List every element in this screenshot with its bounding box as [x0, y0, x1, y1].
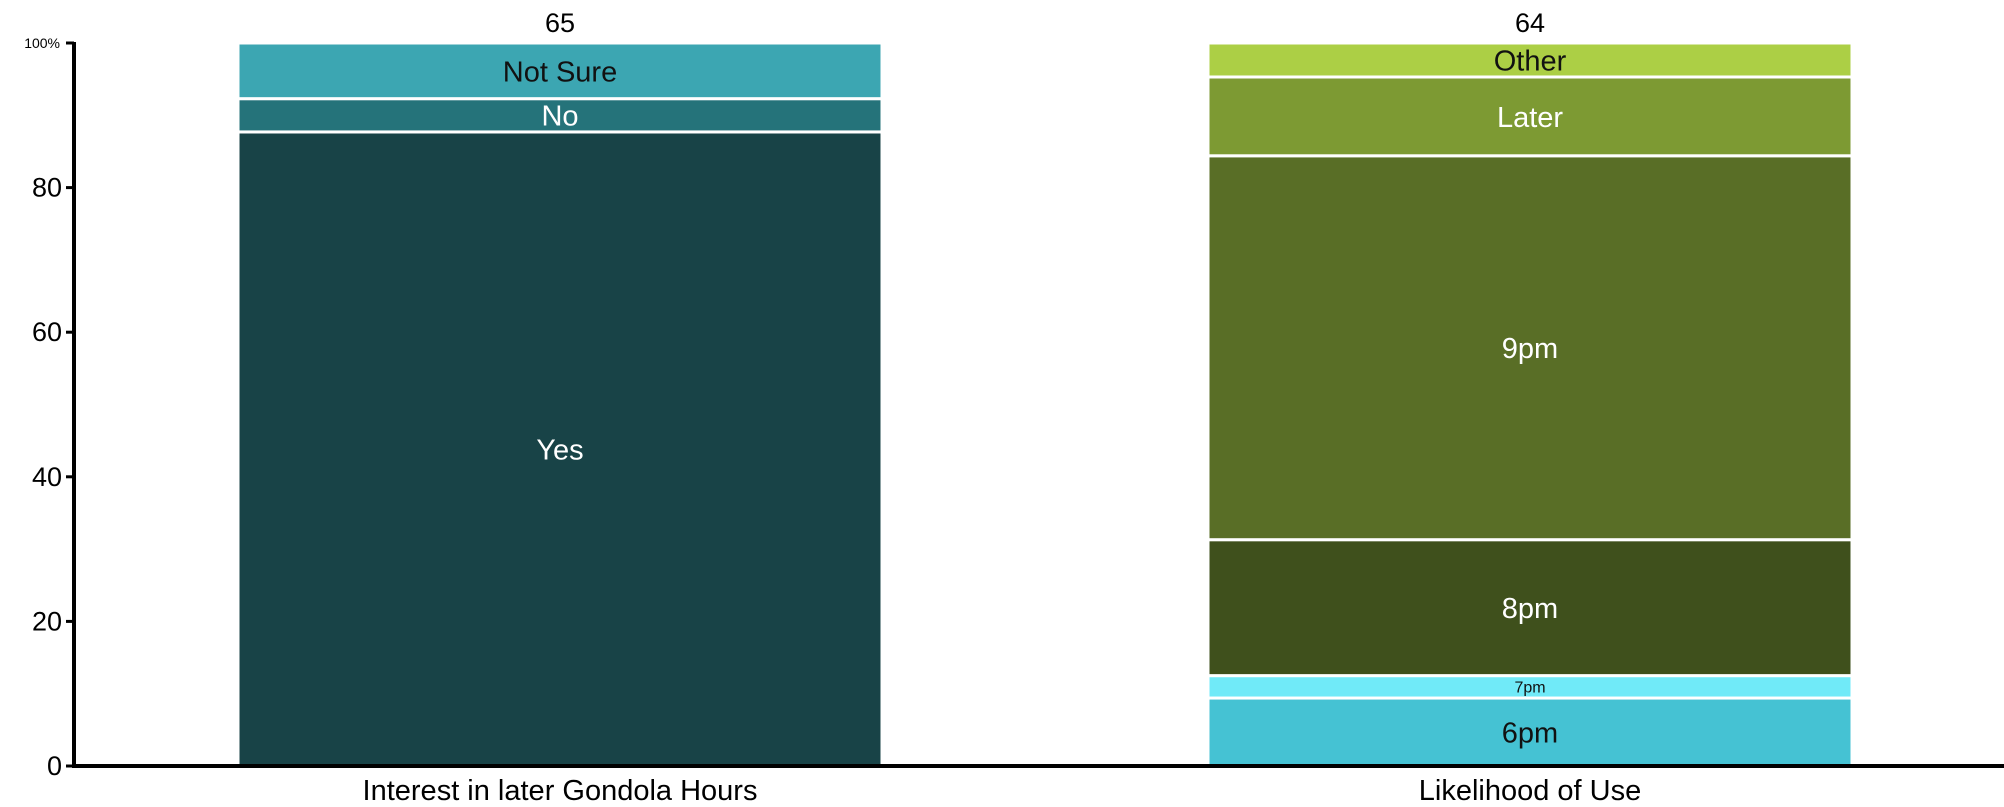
- y-ticks-layer: 0 20 40 60 80 100%: [24, 35, 74, 781]
- bar-segment-8pm: [1206, 538, 1854, 678]
- bar-segment-later: [1206, 75, 1854, 158]
- y-tick-label: 80: [32, 173, 62, 203]
- bars-layer: [236, 41, 1854, 768]
- segment-label-not-sure: Not Sure: [503, 56, 617, 88]
- y-tick-label: 40: [32, 462, 62, 492]
- segment-label-7pm: 7pm: [1514, 680, 1545, 697]
- segment-label-other: Other: [1494, 45, 1567, 77]
- axes-layer: [72, 42, 2004, 768]
- segment-label-later: Later: [1497, 102, 1563, 134]
- segment-label-8pm: 8pm: [1502, 593, 1558, 625]
- bar-segment-9pm: [1206, 154, 1854, 542]
- bar-segment-6pm: [1206, 696, 1854, 768]
- segment-label-yes: Yes: [536, 434, 583, 466]
- x-category-label: Likelihood of Use: [1419, 775, 1641, 807]
- y-tick-label: 20: [32, 606, 62, 636]
- segment-label-9pm: 9pm: [1502, 333, 1558, 365]
- y-tick-label: 60: [32, 317, 62, 347]
- bar-segment-not-sure: [236, 41, 884, 101]
- bar-total-label: 64: [1515, 8, 1545, 38]
- segment-label-6pm: 6pm: [1502, 717, 1558, 749]
- bar-segment-yes: [236, 130, 884, 768]
- x-category-label: Interest in later Gondola Hours: [363, 775, 758, 807]
- y-tick-label: 100%: [24, 35, 60, 51]
- y-tick-label: 0: [47, 751, 62, 781]
- bar-total-label: 65: [545, 8, 575, 38]
- segment-label-no: No: [541, 101, 578, 133]
- bar-segment-other: [1206, 41, 1854, 79]
- bar-segment-no: [236, 97, 884, 134]
- labels-layer: Yes No Not Sure 65 Interest in later Gondola…: [363, 8, 1642, 807]
